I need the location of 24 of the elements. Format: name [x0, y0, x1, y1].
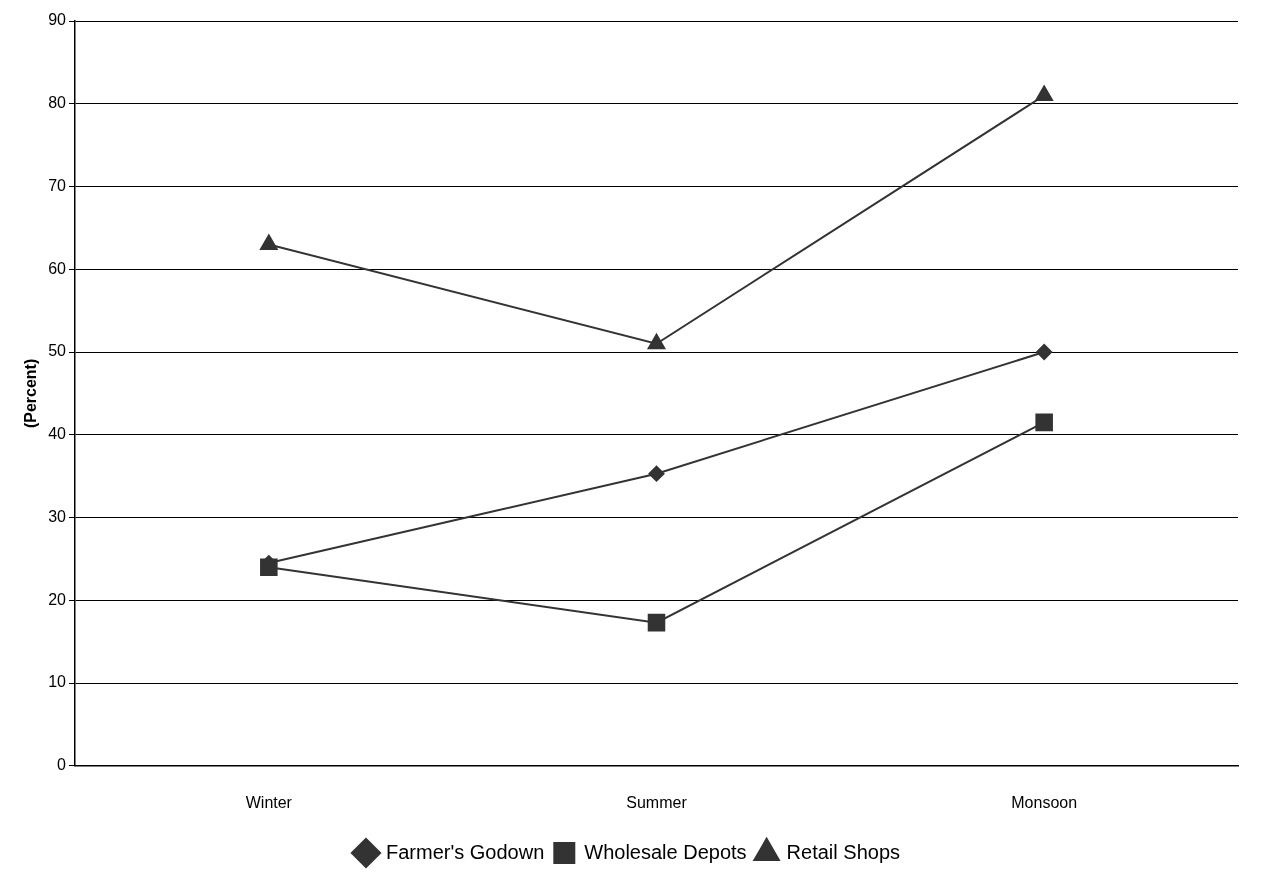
point	[647, 613, 666, 632]
y-tick-label: 0	[57, 756, 67, 774]
point	[1035, 85, 1053, 101]
legend-label: Wholesale Depots	[584, 840, 747, 863]
y-tick-label: 60	[48, 259, 67, 277]
point	[647, 333, 666, 350]
legend-label: Farmer's Godown	[385, 840, 545, 863]
legend-label: Retail Shops	[786, 840, 901, 863]
point	[648, 465, 665, 482]
x-tick-label: Monsoon	[1011, 793, 1078, 811]
y-tick-label: 80	[48, 94, 67, 112]
point	[1035, 413, 1053, 432]
x-tick-label: Winter	[245, 793, 293, 811]
y-tick-label: 50	[48, 342, 67, 360]
x-tick-label: Summer	[626, 793, 688, 811]
y-tick-label: 90	[48, 11, 67, 29]
y-tick-label: 20	[48, 590, 67, 608]
y-tick-label: 40	[48, 425, 67, 443]
y-axis-title: (Percent)	[22, 358, 40, 429]
point	[1036, 344, 1053, 361]
y-tick-label: 30	[48, 507, 67, 525]
point	[260, 234, 278, 250]
y-tick-label: 10	[48, 673, 67, 691]
y-tick-label: 70	[48, 176, 67, 194]
